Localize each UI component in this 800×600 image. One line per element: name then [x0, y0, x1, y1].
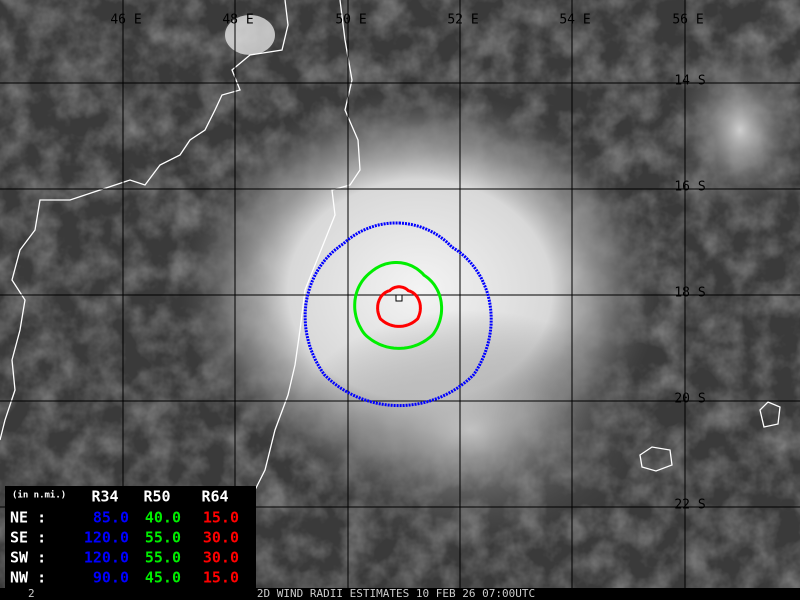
wind-radius-ring	[376, 285, 422, 328]
radius-value: 85.0	[93, 509, 129, 527]
caption: 2D WIND RADII ESTIMATES 10 FEB 26 07:00U…	[257, 587, 535, 600]
radius-value: 30.0	[203, 529, 239, 547]
row-label: NE :	[10, 509, 46, 527]
lon-label: 56 E	[672, 13, 703, 28]
lon-label: 54 E	[559, 13, 590, 28]
radius-value: 45.0	[145, 569, 181, 587]
column-header: R34	[91, 488, 118, 506]
radius-value: 120.0	[84, 549, 129, 567]
lon-label: 48 E	[222, 13, 253, 28]
lon-label: 50 E	[335, 13, 366, 28]
radius-value: 120.0	[84, 529, 129, 547]
radius-value: 55.0	[145, 549, 181, 567]
radii-table	[5, 486, 256, 588]
lon-label: 46 E	[110, 13, 141, 28]
lat-label: 22 S	[674, 498, 705, 513]
radius-value: 15.0	[203, 509, 239, 527]
cloud-cluster	[670, 40, 800, 220]
wind-radius-ring	[303, 221, 493, 408]
row-label: SW :	[10, 549, 46, 567]
lat-label: 14 S	[674, 74, 705, 89]
row-label: NW :	[10, 569, 46, 587]
lat-label: 18 S	[674, 286, 705, 301]
lat-label: 16 S	[674, 180, 705, 195]
lon-label: 52 E	[447, 13, 478, 28]
storm-center	[395, 294, 403, 302]
unit-label: (in n.mi.)	[12, 490, 66, 501]
radius-value: 40.0	[145, 509, 181, 527]
lat-label: 20 S	[674, 392, 705, 407]
radius-value: 55.0	[145, 529, 181, 547]
frame-number: 2	[28, 587, 35, 600]
coastline	[0, 0, 289, 441]
column-header: R50	[143, 488, 170, 506]
rainband	[290, 310, 650, 550]
footer-bar	[0, 588, 800, 600]
cloud-cluster	[225, 15, 275, 55]
wind-radius-ring	[353, 261, 444, 350]
radius-value: 90.0	[93, 569, 129, 587]
column-header: R64	[201, 488, 228, 506]
radius-value: 15.0	[203, 569, 239, 587]
row-label: SE :	[10, 529, 46, 547]
radius-value: 30.0	[203, 549, 239, 567]
island	[639, 446, 673, 472]
island	[759, 401, 781, 428]
